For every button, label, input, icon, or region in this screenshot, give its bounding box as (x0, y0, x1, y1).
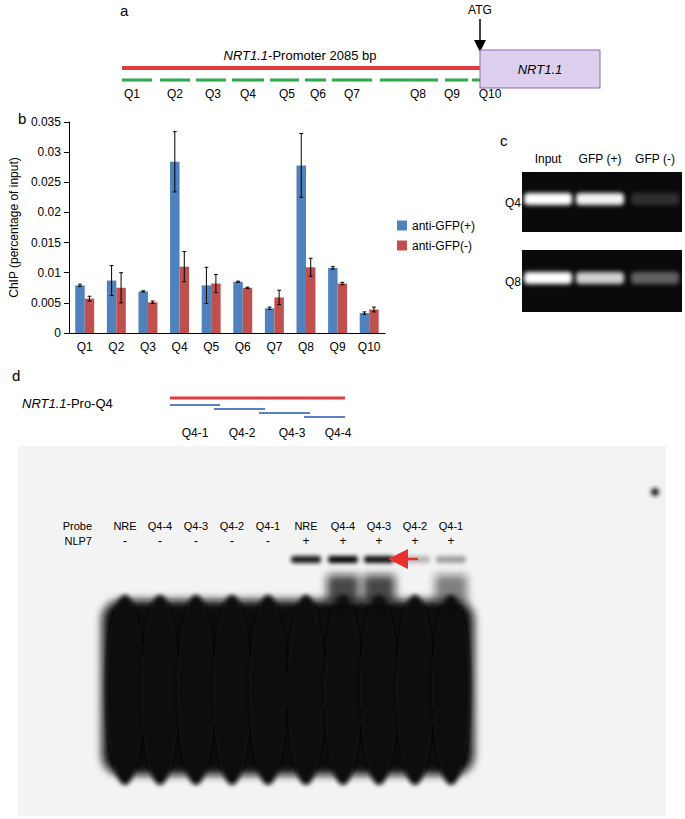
svg-text:Q4: Q4 (172, 340, 188, 354)
svg-text:Q8: Q8 (410, 87, 426, 101)
svg-text:Q4-1: Q4-1 (256, 520, 280, 532)
svg-text:Q1: Q1 (77, 340, 93, 354)
svg-text:Q4-1: Q4-1 (182, 426, 209, 440)
svg-text:ATG: ATG (468, 3, 492, 17)
svg-text:+: + (375, 534, 382, 548)
svg-text:0.01: 0.01 (38, 266, 62, 280)
svg-text:Q1: Q1 (124, 87, 140, 101)
svg-text:0: 0 (54, 326, 61, 340)
svg-text:-: - (230, 534, 234, 548)
svg-text:0.025: 0.025 (31, 175, 61, 189)
svg-text:NRT1.1-Pro-Q4: NRT1.1-Pro-Q4 (22, 396, 113, 411)
svg-text:Q3: Q3 (205, 87, 221, 101)
svg-text:-: - (123, 534, 127, 548)
svg-text:-: - (158, 534, 162, 548)
svg-text:Q9: Q9 (444, 87, 460, 101)
svg-text:Q8: Q8 (298, 340, 314, 354)
svg-text:Q4: Q4 (505, 196, 521, 210)
svg-text:NLP7: NLP7 (64, 535, 92, 547)
svg-text:Q10: Q10 (479, 87, 502, 101)
svg-text:Q4-1: Q4-1 (439, 520, 463, 532)
svg-text:GFP (+): GFP (+) (579, 152, 622, 166)
svg-text:Q7: Q7 (266, 340, 282, 354)
svg-text:0.005: 0.005 (31, 296, 61, 310)
svg-text:Probe: Probe (63, 520, 92, 532)
svg-text:d: d (12, 367, 20, 384)
svg-text:Q6: Q6 (310, 87, 326, 101)
svg-text:Q6: Q6 (235, 340, 251, 354)
svg-text:c: c (500, 132, 508, 149)
svg-text:Q10: Q10 (358, 340, 381, 354)
svg-text:0.015: 0.015 (31, 236, 61, 250)
svg-text:+: + (339, 534, 346, 548)
svg-text:Q4-4: Q4-4 (148, 520, 172, 532)
svg-text:+: + (447, 534, 454, 548)
svg-text:NRT1.1-Promoter 2085 bp: NRT1.1-Promoter 2085 bp (224, 48, 377, 63)
svg-text:anti-GFP(-): anti-GFP(-) (412, 239, 472, 253)
svg-text:Q3: Q3 (140, 340, 156, 354)
svg-text:0.035: 0.035 (31, 115, 61, 129)
svg-text:-: - (194, 534, 198, 548)
svg-text:NRE: NRE (113, 520, 136, 532)
svg-text:Q4-2: Q4-2 (220, 520, 244, 532)
svg-text:Q7: Q7 (344, 87, 360, 101)
svg-text:Q2: Q2 (167, 87, 183, 101)
svg-text:Q4-4: Q4-4 (331, 520, 355, 532)
svg-text:Q8: Q8 (505, 275, 521, 289)
svg-text:NRE: NRE (294, 520, 317, 532)
svg-text:GFP (-): GFP (-) (635, 152, 675, 166)
svg-text:-: - (266, 534, 270, 548)
svg-text:anti-GFP(+): anti-GFP(+) (412, 219, 475, 233)
svg-text:Q4: Q4 (240, 87, 256, 101)
svg-text:Q4-3: Q4-3 (184, 520, 208, 532)
svg-text:Q5: Q5 (279, 87, 295, 101)
svg-text:Q4-2: Q4-2 (229, 426, 256, 440)
svg-text:Q2: Q2 (108, 340, 124, 354)
svg-text:Q4-3: Q4-3 (279, 426, 306, 440)
svg-text:b: b (18, 110, 26, 127)
svg-text:a: a (120, 2, 129, 19)
svg-text:Q4-3: Q4-3 (367, 520, 391, 532)
svg-text:0.03: 0.03 (38, 145, 62, 159)
svg-text:Input: Input (535, 152, 562, 166)
svg-text:Q9: Q9 (330, 340, 346, 354)
svg-text:+: + (302, 534, 309, 548)
svg-text:NRT1.1: NRT1.1 (518, 62, 563, 77)
svg-text:0.02: 0.02 (38, 205, 62, 219)
svg-text:Q4-2: Q4-2 (403, 520, 427, 532)
svg-text:+: + (411, 534, 418, 548)
svg-text:Q5: Q5 (203, 340, 219, 354)
svg-text:Q4-4: Q4-4 (325, 426, 352, 440)
svg-text:ChIP (percentage of input): ChIP (percentage of input) (7, 157, 21, 298)
